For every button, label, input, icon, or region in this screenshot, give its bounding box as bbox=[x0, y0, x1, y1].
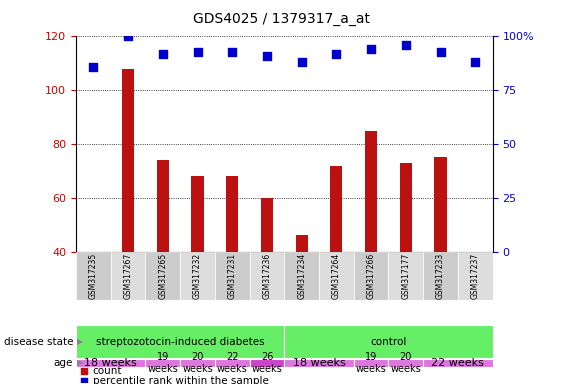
Text: count: count bbox=[93, 366, 122, 376]
Text: GSM317233: GSM317233 bbox=[436, 253, 445, 299]
Text: streptozotocin-induced diabetes: streptozotocin-induced diabetes bbox=[96, 337, 265, 347]
Point bbox=[227, 48, 237, 55]
Bar bbox=[458, 252, 493, 300]
Point bbox=[297, 59, 306, 65]
Bar bbox=[76, 325, 284, 358]
Bar bbox=[226, 176, 238, 252]
Bar bbox=[180, 252, 215, 300]
Bar bbox=[296, 235, 308, 252]
Text: 26
weeks: 26 weeks bbox=[252, 352, 282, 374]
Point bbox=[124, 33, 133, 40]
Text: GSM317234: GSM317234 bbox=[297, 253, 306, 299]
Text: GSM317264: GSM317264 bbox=[332, 253, 341, 299]
Text: ▶: ▶ bbox=[77, 337, 84, 346]
Text: percentile rank within the sample: percentile rank within the sample bbox=[93, 376, 269, 384]
Bar bbox=[319, 252, 354, 300]
Text: 20
weeks: 20 weeks bbox=[182, 352, 213, 374]
Bar bbox=[423, 252, 458, 300]
Bar bbox=[76, 359, 145, 367]
Bar bbox=[365, 131, 377, 252]
Bar bbox=[249, 252, 284, 300]
Point bbox=[158, 51, 167, 57]
Text: GSM317231: GSM317231 bbox=[228, 253, 236, 299]
Text: 18 weeks: 18 weeks bbox=[293, 358, 346, 368]
Text: GSM317266: GSM317266 bbox=[367, 253, 376, 299]
Text: disease state: disease state bbox=[4, 337, 73, 347]
Text: ▶: ▶ bbox=[77, 358, 84, 367]
Bar bbox=[435, 157, 446, 252]
Point bbox=[262, 53, 271, 59]
Point bbox=[367, 46, 376, 53]
Bar bbox=[191, 176, 204, 252]
Bar bbox=[122, 69, 134, 252]
Text: GSM317177: GSM317177 bbox=[401, 253, 410, 299]
Bar bbox=[111, 252, 145, 300]
Text: 19
weeks: 19 weeks bbox=[356, 352, 386, 374]
Bar bbox=[354, 359, 388, 367]
Text: 22 weeks: 22 weeks bbox=[431, 358, 484, 368]
Bar bbox=[284, 359, 354, 367]
Text: GSM317265: GSM317265 bbox=[158, 253, 167, 299]
Bar bbox=[215, 359, 249, 367]
Text: control: control bbox=[370, 337, 406, 347]
Text: GSM317232: GSM317232 bbox=[193, 253, 202, 299]
Text: GSM317267: GSM317267 bbox=[124, 253, 132, 299]
Point bbox=[471, 59, 480, 65]
Bar bbox=[400, 163, 412, 252]
Bar bbox=[249, 359, 284, 367]
Text: 20
weeks: 20 weeks bbox=[391, 352, 421, 374]
Point bbox=[436, 48, 445, 55]
Bar bbox=[354, 252, 388, 300]
Bar bbox=[388, 252, 423, 300]
Point bbox=[356, 266, 365, 273]
Text: age: age bbox=[54, 358, 73, 368]
Bar bbox=[330, 166, 342, 252]
Bar bbox=[284, 252, 319, 300]
Text: 22
weeks: 22 weeks bbox=[217, 352, 248, 374]
Point bbox=[332, 51, 341, 57]
Bar bbox=[423, 359, 493, 367]
Point bbox=[401, 42, 410, 48]
Bar bbox=[76, 252, 111, 300]
Point bbox=[89, 63, 98, 70]
Text: GDS4025 / 1379317_a_at: GDS4025 / 1379317_a_at bbox=[193, 12, 370, 25]
Text: GSM317235: GSM317235 bbox=[89, 253, 98, 299]
Bar bbox=[388, 359, 423, 367]
Bar bbox=[180, 359, 215, 367]
Point bbox=[356, 358, 365, 364]
Bar bbox=[261, 198, 273, 252]
Bar bbox=[145, 359, 180, 367]
Bar bbox=[284, 325, 493, 358]
Text: 19
weeks: 19 weeks bbox=[148, 352, 178, 374]
Bar bbox=[145, 252, 180, 300]
Text: 18 weeks: 18 weeks bbox=[84, 358, 137, 368]
Bar bbox=[215, 252, 249, 300]
Text: GSM317236: GSM317236 bbox=[262, 253, 271, 299]
Bar bbox=[157, 160, 169, 252]
Text: GSM317237: GSM317237 bbox=[471, 253, 480, 299]
Point bbox=[193, 48, 202, 55]
